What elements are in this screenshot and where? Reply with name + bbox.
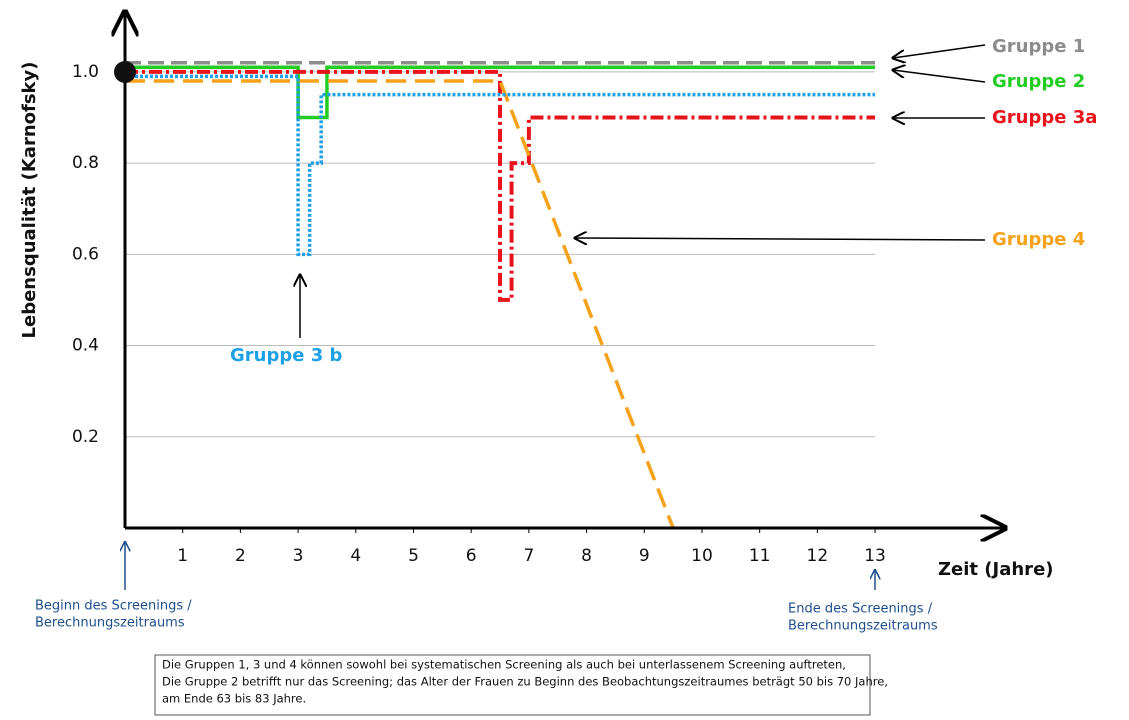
- x-tick-label: 2: [235, 546, 246, 566]
- y-tick-label: 0.2: [72, 427, 99, 447]
- label-arrow: [893, 44, 986, 58]
- x-tick-label: 3: [293, 546, 304, 566]
- x-tick-label: 11: [749, 546, 771, 566]
- legend-label: Gruppe 3 b: [230, 345, 343, 366]
- y-tick-label: 0.4: [72, 336, 99, 356]
- x-tick-label: 5: [408, 546, 419, 566]
- note-line: Die Gruppen 1, 3 und 4 können sowohl bei…: [162, 658, 846, 672]
- label-arrow: [575, 238, 986, 240]
- x-tick-label: 10: [691, 546, 713, 566]
- x-tick-label: 1: [177, 546, 188, 566]
- y-tick-label: 0.6: [72, 244, 99, 264]
- legend-label: Gruppe 4: [992, 229, 1085, 250]
- x-tick-label: 6: [466, 546, 477, 566]
- annotation: Ende des Screenings /: [788, 602, 933, 617]
- plot: [125, 60, 876, 529]
- y-tick-label: 0.8: [72, 153, 99, 173]
- x-tick-label: 9: [639, 546, 650, 566]
- x-tick-label: 4: [350, 546, 361, 566]
- annotation: Beginn des Screenings /: [35, 599, 192, 614]
- start-dot: [114, 61, 136, 83]
- x-tick-label: 8: [581, 546, 592, 566]
- annotation: Berechnungszeitraums: [35, 616, 185, 631]
- note-line: am Ende 63 bis 83 Jahre.: [162, 692, 306, 706]
- x-tick-label: 13: [864, 546, 886, 566]
- series-line: [125, 79, 675, 529]
- note-box: [154, 654, 871, 716]
- x-tick-label: 7: [523, 546, 534, 566]
- series-line: [125, 74, 876, 257]
- x-axis-label: Zeit (Jahre): [938, 559, 1054, 580]
- y-tick-label: 1.0: [72, 62, 99, 82]
- legend-label: Gruppe 3a: [992, 107, 1097, 128]
- x-tick-label: 12: [807, 546, 829, 566]
- y-axis-label: Lebensqualität (Karnofsky): [19, 62, 40, 339]
- annotation: Berechnungszeitraums: [788, 619, 938, 634]
- label-arrow: [893, 70, 986, 83]
- legend-label: Gruppe 1: [992, 36, 1085, 57]
- series-line: [125, 69, 876, 302]
- legend-label: Gruppe 2: [992, 71, 1085, 92]
- note-line: Die Gruppe 2 betrifft nur das Screening;…: [162, 675, 888, 689]
- series-line: [125, 65, 876, 120]
